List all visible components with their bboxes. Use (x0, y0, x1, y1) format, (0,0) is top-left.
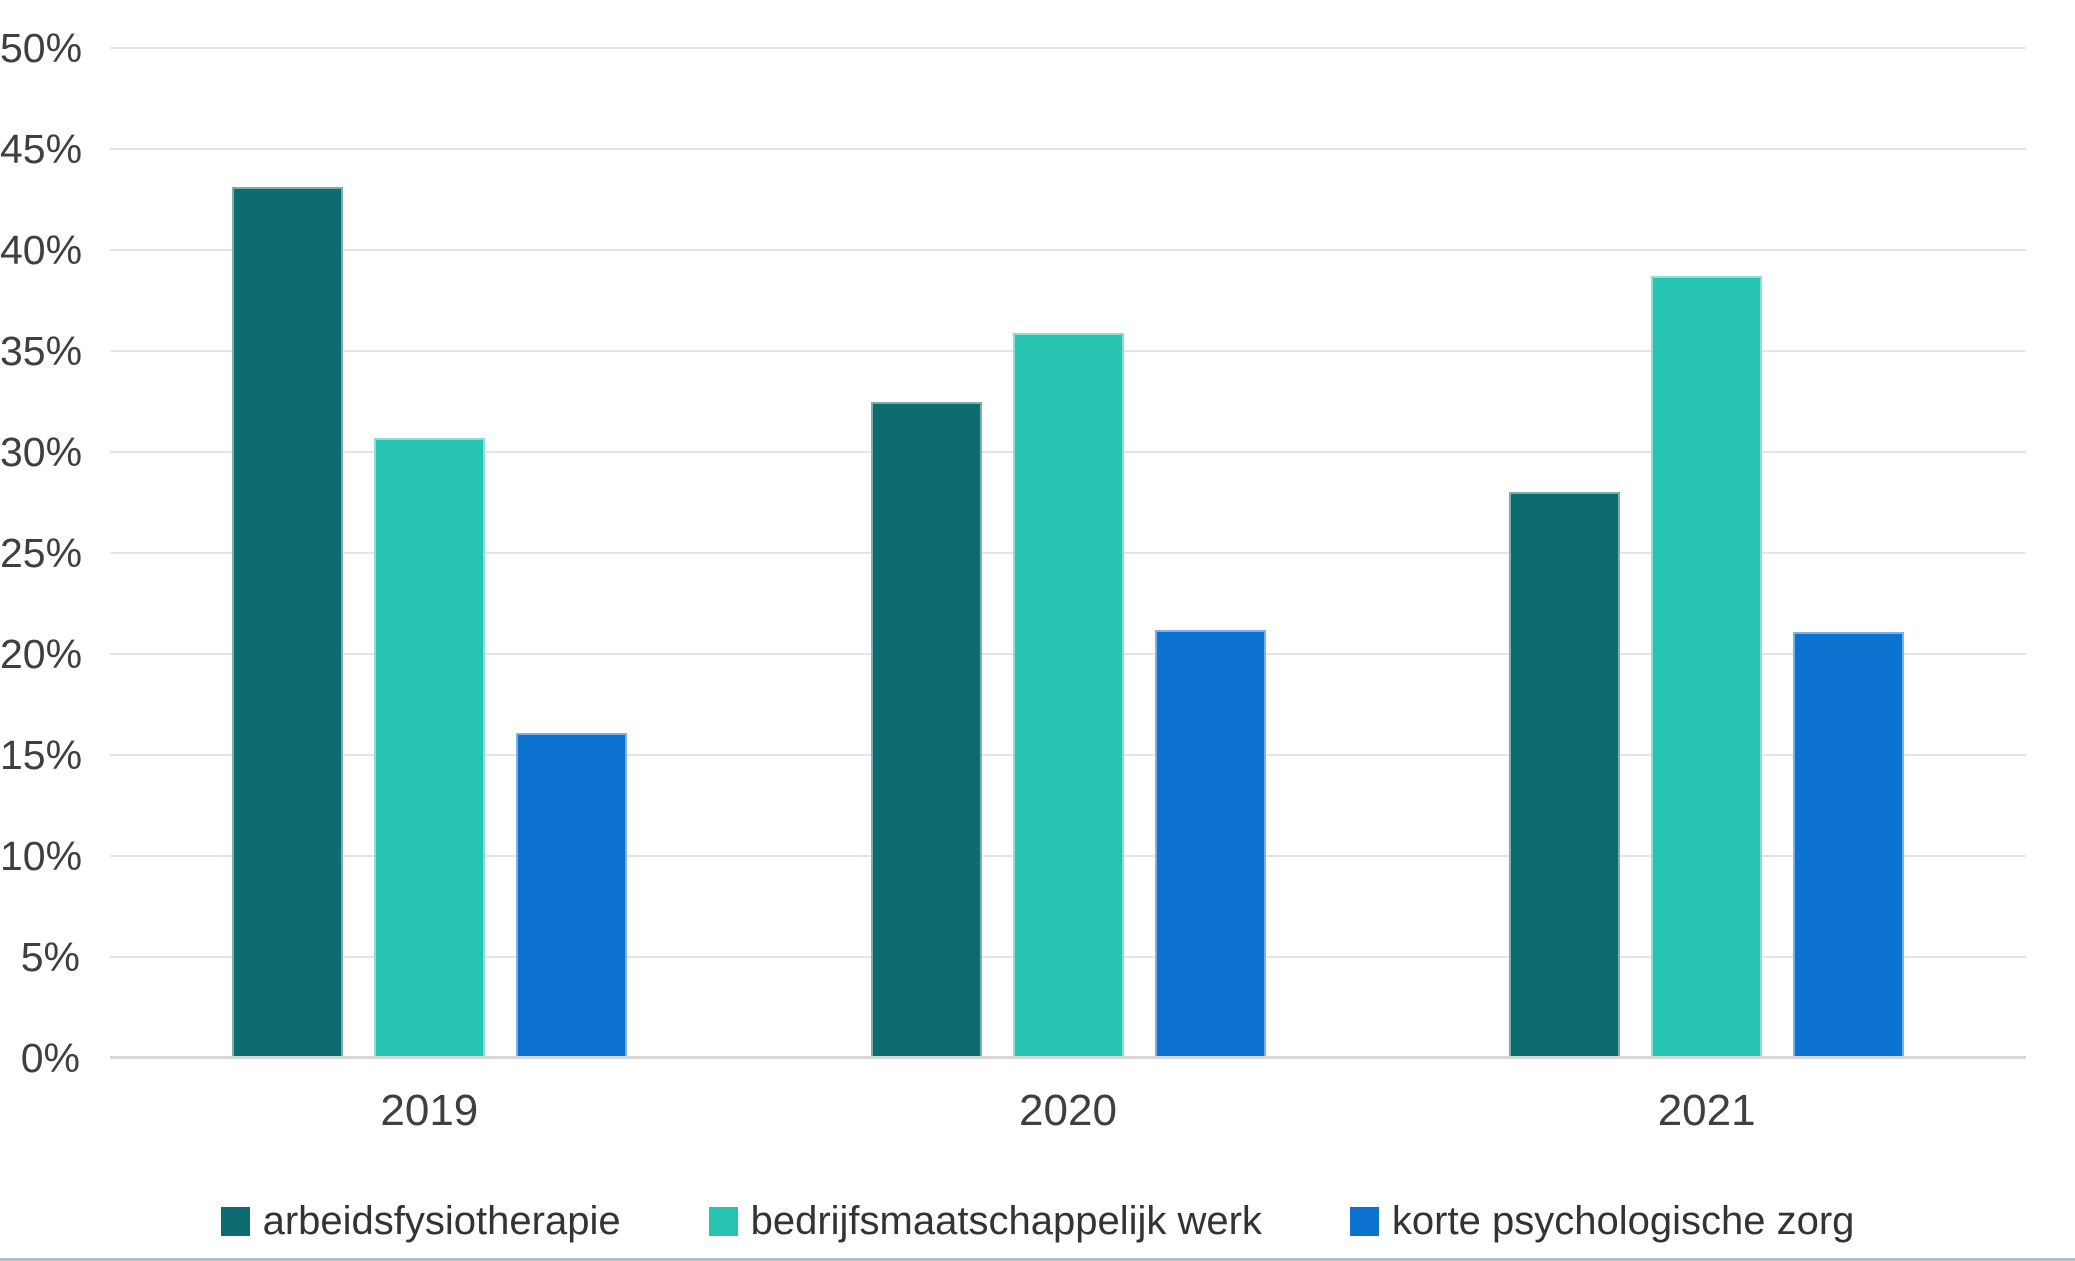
x-axis-label-2020: 2020 (1019, 1086, 1117, 1135)
bar-korte-psychologische-zorg-2021 (1793, 631, 1905, 1058)
bar-arbeidsfysiotherapie-2021 (1509, 492, 1621, 1058)
bar-arbeidsfysiotherapie-2020 (870, 401, 982, 1058)
y-axis-tick-label: 0% (20, 1035, 80, 1081)
bottom-divider (0, 1258, 2075, 1261)
bar-bedrijfsmaatschappelijk-werk-2019 (373, 437, 485, 1058)
bar-korte-psychologische-zorg-2019 (515, 732, 627, 1058)
legend-label: korte psychologische zorg (1391, 1198, 1855, 1243)
y-axis-tick-label: 5% (20, 934, 80, 980)
gridline (110, 148, 2026, 150)
legend-item-arbeidsfysiotherapie: arbeidsfysiotherapie (220, 1198, 621, 1244)
legend-label: bedrijfsmaatschappelijk werk (750, 1198, 1262, 1243)
y-axis-tick-label: 20% (0, 631, 83, 677)
bar-bedrijfsmaatschappelijk-werk-2020 (1012, 332, 1124, 1058)
x-axis-label-2019: 2019 (380, 1086, 479, 1135)
legend-swatch-icon (708, 1206, 738, 1236)
y-axis-tick-label: 50% (0, 25, 83, 71)
plot-area (110, 47, 2026, 1059)
legend-item-bedrijfsmaatschappelijk-werk: bedrijfsmaatschappelijk werk (708, 1198, 1262, 1244)
x-axis-line (110, 1056, 2026, 1059)
legend-item-korte-psychologische-zorg: korte psychologische zorg (1349, 1198, 1855, 1244)
y-axis-tick-label: 10% (0, 833, 83, 879)
legend-label: arbeidsfysiotherapie (262, 1198, 621, 1243)
bar-korte-psychologische-zorg-2020 (1154, 629, 1266, 1058)
y-axis-tick-label: 30% (0, 429, 83, 475)
legend-swatch-icon (220, 1206, 250, 1236)
y-axis-tick-label: 45% (0, 126, 83, 172)
gridline (110, 47, 2026, 49)
y-axis-tick-label: 35% (0, 328, 83, 374)
bar-bedrijfsmaatschappelijk-werk-2021 (1651, 276, 1763, 1058)
x-axis-label-2021: 2021 (1657, 1086, 1756, 1135)
y-axis-tick-label: 25% (0, 530, 83, 576)
gridline (110, 249, 2026, 251)
y-axis-tick-label: 40% (0, 227, 83, 273)
y-axis-tick-label: 15% (0, 732, 83, 778)
bar-arbeidsfysiotherapie-2019 (231, 187, 343, 1058)
legend-swatch-icon (1349, 1206, 1379, 1236)
legend: arbeidsfysiotherapie bedrijfsmaatschappel… (0, 1190, 2075, 1252)
